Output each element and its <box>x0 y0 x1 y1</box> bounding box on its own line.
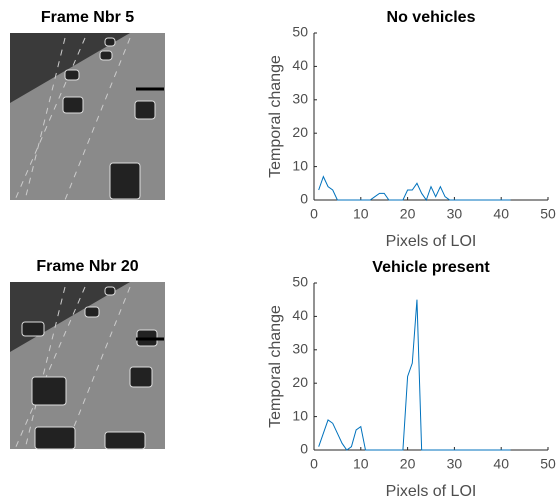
frame-image <box>10 33 265 200</box>
chart-title: Vehicle present <box>372 259 490 276</box>
vehicle <box>105 38 115 46</box>
x-tick-label: 10 <box>353 456 369 472</box>
vehicle <box>100 51 112 60</box>
chart-title: No vehicles <box>387 9 476 26</box>
vehicle <box>65 70 79 80</box>
x-axis-label: Pixels of LOI <box>386 233 477 250</box>
y-tick-label: 50 <box>292 24 308 40</box>
y-tick-label: 20 <box>292 124 308 140</box>
x-tick-label: 40 <box>493 456 509 472</box>
frame-title: Frame Nbr 5 <box>41 9 134 26</box>
data-line <box>319 177 511 200</box>
x-tick-label: 40 <box>493 206 509 222</box>
y-tick-label: 10 <box>292 157 308 173</box>
y-tick-label: 0 <box>300 441 308 457</box>
y-tick-label: 30 <box>292 91 308 107</box>
frame-image <box>10 282 265 449</box>
y-axis-label: Temporal change <box>267 305 284 428</box>
y-tick-label: 30 <box>292 341 308 357</box>
y-tick-label: 50 <box>292 274 308 290</box>
y-tick-label: 40 <box>292 307 308 323</box>
x-tick-label: 20 <box>400 206 416 222</box>
image-clip <box>165 33 265 200</box>
x-tick-label: 10 <box>353 206 369 222</box>
x-tick-label: 0 <box>310 456 318 472</box>
data-line <box>319 300 511 450</box>
x-tick-label: 20 <box>400 456 416 472</box>
vehicle <box>130 367 152 387</box>
vehicle <box>105 432 145 449</box>
y-tick-label: 10 <box>292 407 308 423</box>
x-tick-label: 50 <box>540 456 556 472</box>
image-clip <box>165 282 265 449</box>
vehicle <box>85 307 99 317</box>
figure: Frame Nbr 5 Frame Nbr 20 No vehicles Pixels… <box>0 0 559 499</box>
vehicle <box>22 322 44 336</box>
y-tick-label: 0 <box>300 191 308 207</box>
vehicle <box>63 97 83 113</box>
vehicle <box>110 163 140 199</box>
x-tick-label: 30 <box>447 206 463 222</box>
y-tick-label: 40 <box>292 57 308 73</box>
x-tick-label: 50 <box>540 206 556 222</box>
x-axis-label: Pixels of LOI <box>386 483 477 499</box>
vehicle <box>32 377 66 405</box>
x-tick-label: 0 <box>310 206 318 222</box>
vehicle <box>35 427 75 449</box>
y-tick-label: 20 <box>292 374 308 390</box>
frame-title: Frame Nbr 20 <box>36 258 138 275</box>
vehicle <box>105 287 115 295</box>
x-tick-label: 30 <box>447 456 463 472</box>
y-axis-label: Temporal change <box>267 55 284 178</box>
vehicle <box>135 101 155 119</box>
